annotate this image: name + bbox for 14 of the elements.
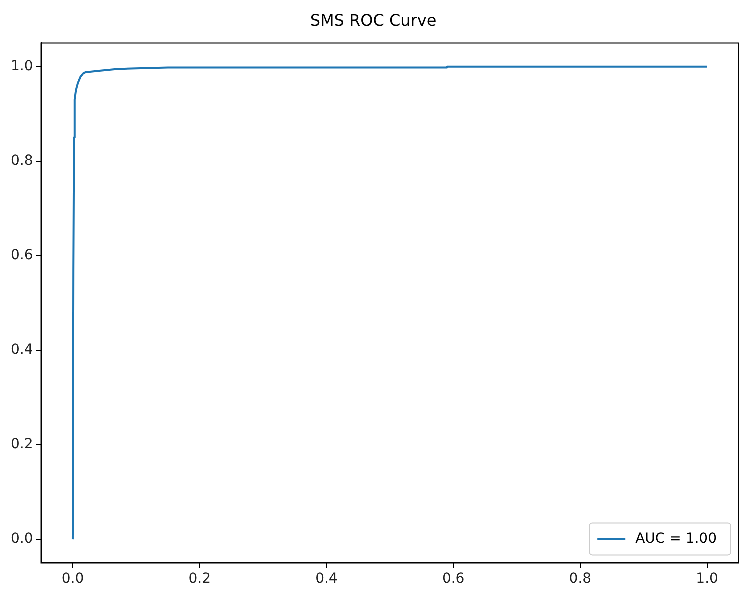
x-tick-label: 0.6 xyxy=(442,571,465,588)
y-tick-label: 1.0 xyxy=(11,58,34,74)
y-tick-label: 0.2 xyxy=(11,436,34,453)
y-tick-label: 0.4 xyxy=(11,342,34,358)
y-tick-label: 0.8 xyxy=(11,153,34,170)
x-tick-label: 0.8 xyxy=(569,571,592,588)
x-tick-label: 0.0 xyxy=(62,571,84,588)
x-tick-label: 0.4 xyxy=(316,571,338,588)
y-tick-label: 0.6 xyxy=(11,248,34,264)
x-tick-label: 1.0 xyxy=(696,571,718,588)
legend-label: AUC = 1.00 xyxy=(636,530,718,547)
y-tick-label: 0.0 xyxy=(11,531,34,548)
x-tick-label: 0.2 xyxy=(188,571,211,588)
chart-title: SMS ROC Curve xyxy=(310,10,437,30)
